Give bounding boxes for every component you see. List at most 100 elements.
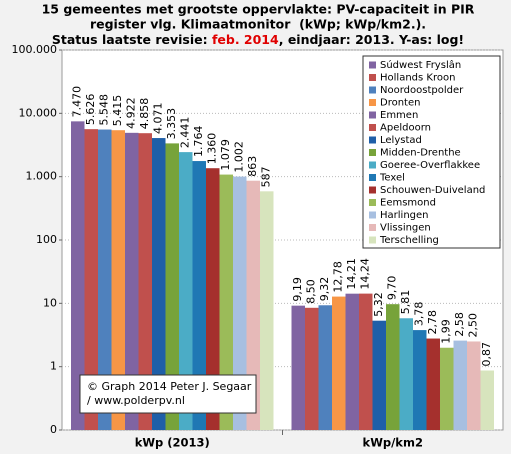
value-label: 5.415	[111, 95, 124, 127]
bar	[480, 370, 494, 430]
bar	[453, 340, 467, 430]
legend-swatch	[369, 211, 376, 219]
legend-label: Dronten	[380, 98, 420, 109]
bar	[179, 152, 193, 430]
bar	[467, 341, 481, 430]
bar	[359, 293, 373, 430]
bar	[98, 129, 112, 430]
value-label: 1.764	[192, 126, 205, 158]
value-label: 5.548	[98, 94, 111, 126]
bar	[345, 293, 359, 430]
legend-box	[362, 55, 501, 249]
title-part: feb. 2014	[212, 32, 279, 47]
bar	[84, 129, 98, 430]
bar	[372, 320, 386, 430]
legend-swatch	[369, 161, 376, 169]
legend-label: Emmen	[380, 110, 418, 121]
y-tick-label: 0	[50, 423, 57, 436]
bar	[399, 318, 413, 430]
bar	[260, 191, 274, 430]
legend-swatch	[369, 149, 376, 156]
x-tick-label: kWp/km2	[363, 436, 423, 450]
bar	[233, 176, 247, 430]
legend-label: Goeree-Overflakkee	[380, 160, 480, 171]
title-line: Status laatste revisie: feb. 2014, eindj…	[52, 32, 464, 47]
title-line: register vlg. Klimaatmonitor (kWp; kWp/k…	[90, 17, 426, 32]
value-label: 9,70	[386, 276, 399, 301]
y-tick-label: 10	[43, 296, 57, 309]
bar	[165, 143, 179, 430]
bar	[386, 304, 400, 430]
legend-label: Harlingen	[380, 210, 429, 221]
title-part: , eindjaar: 2013. Y-as: log!	[279, 32, 464, 47]
value-label: 587	[260, 166, 273, 187]
bar	[219, 174, 233, 430]
legend-label: Schouwen-Duiveland	[380, 185, 485, 196]
y-tick-label: 1.000	[26, 170, 58, 183]
value-label: 8,50	[305, 279, 318, 304]
legend-swatch	[369, 86, 376, 94]
bar	[305, 307, 319, 430]
legend-label: Hollands Kroon	[380, 73, 455, 84]
bar	[152, 138, 166, 431]
bar	[426, 338, 440, 430]
value-label: 7.470	[71, 86, 84, 118]
y-tick-label: 100.000	[12, 43, 58, 56]
value-label: 2,78	[426, 310, 439, 335]
bar	[125, 132, 139, 430]
value-label: 5,32	[372, 292, 385, 317]
value-label: 863	[246, 156, 259, 177]
legend-label: Súdwest Fryslân	[380, 59, 461, 71]
bar	[71, 121, 85, 431]
credit-text: / www.polderpv.nl	[87, 394, 185, 407]
y-tick-label: 10.000	[19, 106, 58, 119]
legend-label: Lelystad	[380, 135, 422, 146]
y-tick-label: 100	[36, 233, 57, 246]
legend-label: Texel	[379, 173, 405, 184]
x-tick-label: kWp (2013)	[135, 436, 210, 450]
title-line: 15 gemeentes met grootste oppervlakte: P…	[42, 2, 475, 17]
legend-swatch	[369, 111, 376, 119]
credit-box	[79, 374, 257, 414]
bar	[291, 305, 305, 430]
bar	[440, 347, 454, 430]
legend-swatch	[369, 199, 376, 206]
legend-swatch	[369, 186, 376, 194]
legend-label: Eemsmond	[380, 198, 436, 209]
legend-swatch	[369, 236, 376, 244]
value-label: 1.002	[233, 141, 246, 173]
legend-swatch	[369, 224, 376, 231]
value-label: 3,78	[413, 302, 426, 327]
value-label: 3.353	[165, 108, 178, 140]
title-part: Status laatste revisie:	[52, 32, 212, 47]
legend-label: Terschelling	[379, 235, 439, 246]
value-label: 14,24	[359, 258, 372, 290]
legend-label: Midden-Drenthe	[380, 148, 461, 159]
bar	[206, 168, 220, 430]
value-label: 2,58	[453, 312, 466, 337]
bar	[111, 130, 125, 430]
legend-swatch	[369, 61, 376, 69]
value-label: 0,87	[480, 342, 493, 367]
y-tick-label: 1	[50, 360, 57, 373]
bar	[192, 161, 206, 430]
bar	[413, 330, 427, 430]
legend-swatch	[369, 99, 376, 106]
value-label: 5,81	[399, 290, 412, 315]
legend-swatch	[369, 74, 376, 81]
value-label: 2,50	[467, 313, 480, 338]
legend-swatch	[369, 136, 376, 144]
value-label: 4.858	[138, 98, 151, 130]
value-label: 1.360	[206, 133, 219, 165]
value-label: 1.079	[219, 139, 232, 171]
bar	[246, 180, 260, 430]
value-label: 4.922	[125, 97, 138, 129]
legend-label: Apeldoorn	[380, 123, 431, 134]
legend-label: Noordoostpolder	[380, 85, 464, 96]
value-label: 2.441	[179, 117, 192, 149]
legend-swatch	[369, 124, 376, 131]
bar	[138, 133, 152, 430]
value-label: 14,21	[345, 258, 358, 290]
bar	[332, 296, 346, 430]
